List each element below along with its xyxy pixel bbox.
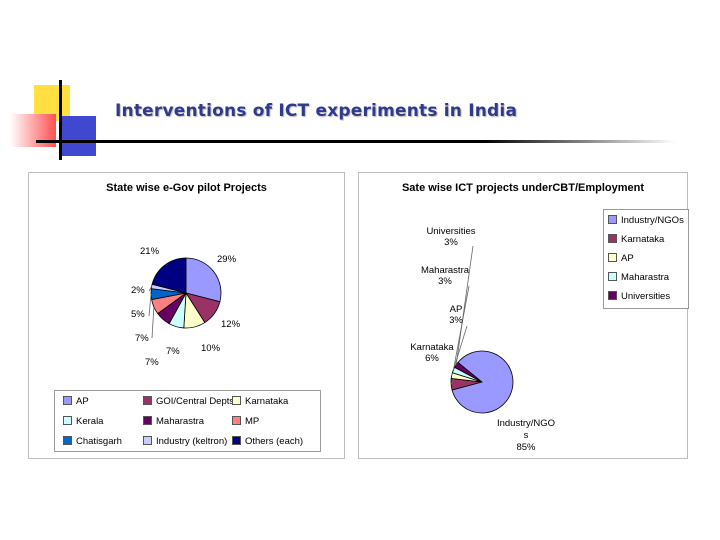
- label-pct: 85%: [516, 442, 536, 453]
- label-name: AP: [449, 304, 463, 315]
- legend-swatch: [143, 415, 152, 425]
- legend-item-mp: MP: [232, 415, 260, 427]
- legend-item-karnataka: Karnataka: [232, 395, 289, 407]
- legend-item-kerala: Kerala: [63, 415, 104, 427]
- slice-label-maharastra: 7%: [145, 357, 159, 368]
- slide-title: Interventions of ICT experiments in Indi…: [115, 101, 518, 121]
- deco-vertical-line: [59, 80, 62, 160]
- legend-item-chatisgarh: Chatisgarh: [63, 435, 122, 447]
- label-pct: 6%: [425, 353, 439, 364]
- legend-label: AP: [76, 396, 89, 407]
- legend-swatch: [143, 435, 152, 445]
- outer-label-universities: Universities 3%: [421, 226, 481, 248]
- leader-line: [151, 306, 155, 339]
- legend-item-goi: GOI/Central Depts.: [143, 395, 237, 407]
- legend-label: Karnataka: [245, 396, 289, 407]
- chart-title: State wise e-Gov pilot Projects: [106, 182, 267, 194]
- legend-swatch: [608, 214, 617, 224]
- legend-swatch: [608, 252, 617, 262]
- pie-slice-others-each: [151, 257, 187, 294]
- legend-label: Universities: [621, 291, 671, 302]
- legend-item-karnataka: Karnataka: [608, 233, 665, 245]
- legend-label: Kerala: [76, 416, 104, 427]
- cbt-legend: Industry/NGOs Karnataka AP Maharastra Un…: [603, 209, 689, 309]
- slice-label-karnataka: 10%: [201, 343, 221, 354]
- slice-label-others: 21%: [140, 246, 160, 257]
- egov-pie-chart: State wise e-Gov pilot Projects 29% 12% …: [28, 172, 345, 459]
- legend-item-maharastra: Maharastra: [608, 271, 670, 283]
- legend-item-others: Others (each): [232, 435, 304, 447]
- legend-label: AP: [621, 253, 634, 264]
- legend-label: Others (each): [245, 436, 304, 447]
- outer-label-maharastra: Maharastra 3%: [415, 265, 475, 287]
- legend-item-universities: Universities: [608, 290, 671, 302]
- legend-item-industry: Industry (keltron): [143, 435, 228, 447]
- outer-label-karnataka: Karnataka 6%: [407, 342, 457, 364]
- egov-legend: AP GOI/Central Depts. Karnataka Kerala M…: [54, 390, 321, 452]
- cbt-pie-svg: [450, 245, 514, 414]
- outer-label-ap: AP 3%: [441, 304, 471, 326]
- egov-pie-svg: [148, 257, 222, 339]
- legend-swatch: [608, 271, 617, 281]
- legend-swatch: [143, 395, 152, 405]
- cbt-pie-chart: Sate wise ICT projects underCBT/Employme…: [358, 172, 689, 459]
- legend-swatch: [232, 395, 241, 405]
- legend-swatch: [63, 415, 72, 425]
- legend-label: Maharastra: [621, 272, 670, 283]
- label-pct: 3%: [449, 315, 463, 326]
- leader-line: [148, 294, 152, 317]
- label-name: Maharastra: [420, 265, 470, 276]
- label-pct: 3%: [444, 237, 458, 248]
- pie-slice-ap: [185, 257, 222, 303]
- leader-line: [455, 245, 474, 365]
- legend-swatch: [232, 435, 241, 445]
- label-name: Universities: [426, 226, 476, 237]
- legend-swatch: [608, 233, 617, 243]
- slice-label-chatisgarh: 5%: [131, 309, 145, 320]
- slice-label-ap: 29%: [217, 254, 237, 265]
- legend-label: Karnataka: [621, 234, 665, 245]
- label-pct: 3%: [438, 276, 452, 287]
- chart-title: Sate wise ICT projects underCBT/Employme…: [401, 182, 645, 194]
- legend-item-ap: AP: [608, 252, 634, 264]
- legend-item-industry-ngos: Industry/NGOs: [608, 214, 684, 226]
- deco-blue-square: [60, 116, 96, 156]
- legend-label: Maharastra: [156, 416, 205, 427]
- label-name: Karnataka: [410, 342, 454, 353]
- leader-line: [148, 286, 152, 292]
- legend-label: GOI/Central Depts.: [156, 396, 237, 407]
- deco-horizontal-line: [36, 140, 676, 143]
- outer-label-industry: Industry/NGO s 85%: [491, 418, 561, 454]
- legend-swatch: [608, 290, 617, 300]
- pie-slice-industry-ngos: [451, 350, 514, 414]
- legend-item-ap: AP: [63, 395, 89, 407]
- legend-item-maharastra: Maharastra: [143, 415, 205, 427]
- label-name: Industry/NGO s: [496, 418, 556, 441]
- slice-label-kerala: 7%: [166, 346, 180, 357]
- legend-label: Industry/NGOs: [621, 215, 684, 226]
- legend-label: Chatisgarh: [76, 436, 122, 447]
- legend-swatch: [232, 415, 241, 425]
- legend-swatch: [63, 435, 72, 445]
- slice-label-industry: 2%: [131, 285, 145, 296]
- legend-label: Industry (keltron): [156, 436, 228, 447]
- legend-swatch: [63, 395, 72, 405]
- slice-label-goi: 12%: [221, 319, 241, 330]
- legend-label: MP: [245, 416, 260, 427]
- slice-label-mp: 7%: [135, 333, 149, 344]
